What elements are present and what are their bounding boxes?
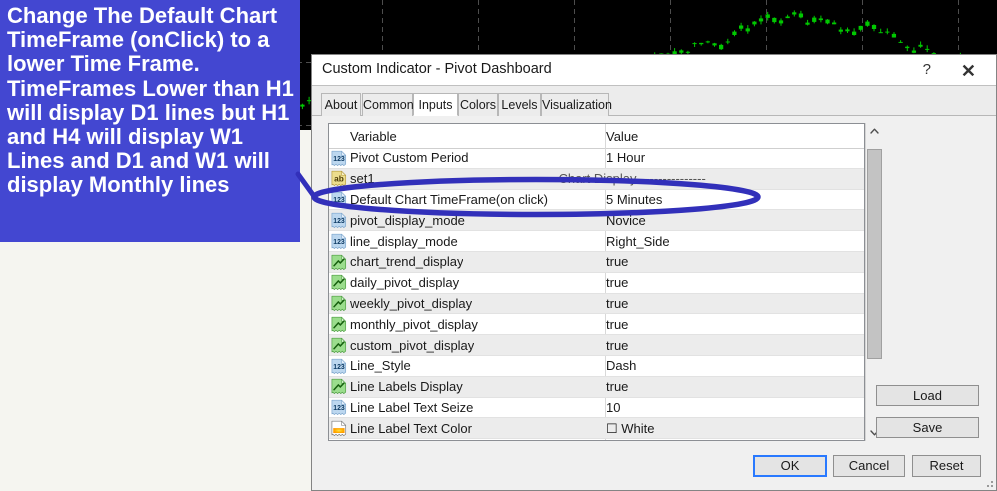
svg-text:123: 123 bbox=[333, 363, 345, 370]
svg-text:123: 123 bbox=[333, 197, 345, 204]
svg-text:123: 123 bbox=[333, 405, 345, 412]
svg-text:123: 123 bbox=[333, 155, 345, 162]
svg-text:123: 123 bbox=[333, 239, 345, 246]
svg-text:123: 123 bbox=[333, 218, 345, 225]
